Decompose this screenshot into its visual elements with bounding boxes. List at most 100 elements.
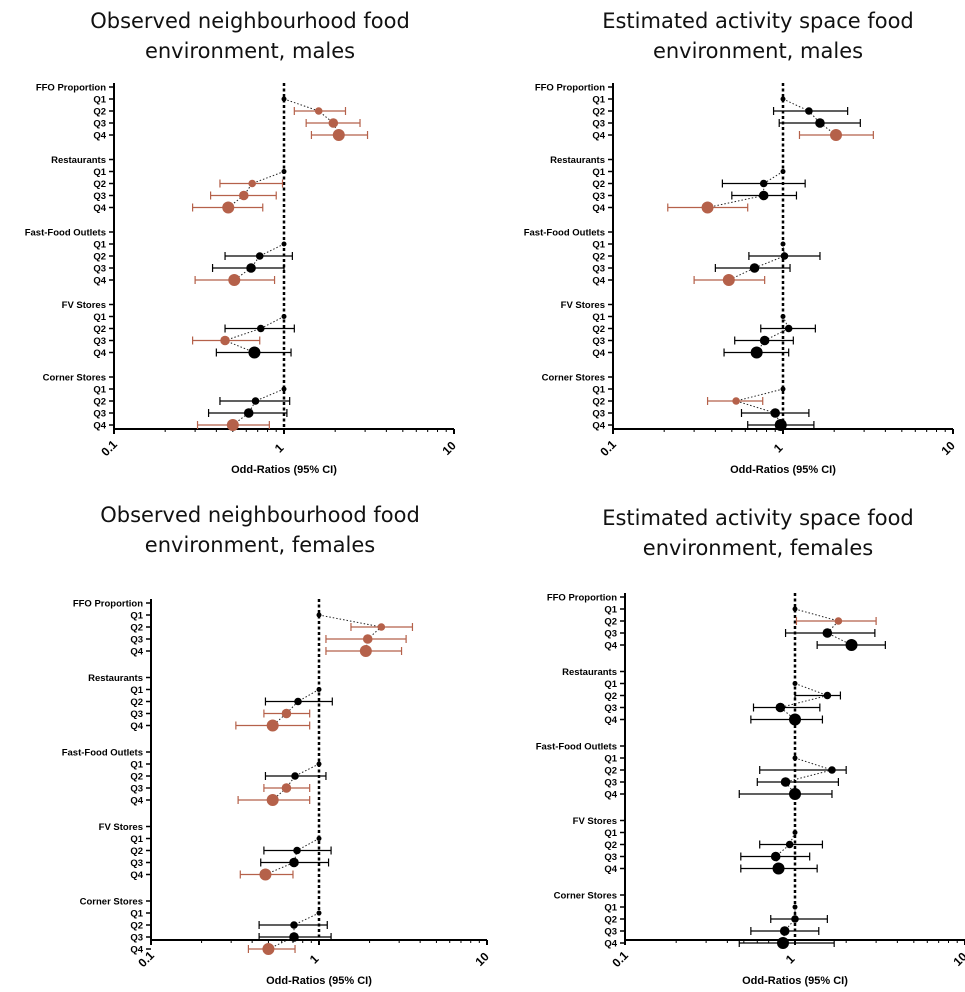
p2-quartile-label: Q4 bbox=[592, 276, 605, 287]
p2-odds-ratio-point bbox=[780, 314, 786, 319]
p4-quartile-label: Q1 bbox=[604, 903, 617, 914]
p1-odds-ratio-point bbox=[255, 252, 264, 260]
p3-quartile-label: Q1 bbox=[130, 834, 143, 845]
p1-connector-line bbox=[233, 243, 285, 281]
p4-odds-ratio-point bbox=[792, 681, 798, 686]
p3-quartile-label: Q2 bbox=[130, 623, 143, 634]
p2-odds-ratio-point bbox=[722, 274, 735, 286]
p3-group-label: Corner Stores bbox=[80, 897, 143, 908]
p2-odds-ratio-point bbox=[805, 107, 813, 115]
p1-odds-ratio-point bbox=[220, 335, 230, 346]
p4-quartile-label: Q3 bbox=[604, 778, 617, 789]
p1-connector-line bbox=[227, 171, 285, 208]
p3-odds-ratio-point bbox=[316, 612, 322, 618]
p4-quartile-label: Q1 bbox=[604, 828, 617, 839]
p2-group-label: Fast-Food Outlets bbox=[524, 228, 605, 239]
p3-connector-line bbox=[272, 689, 320, 726]
p1-quartile-label: Q4 bbox=[93, 203, 106, 214]
p4-x-tick-label-10: 10 bbox=[950, 949, 965, 969]
p3-x-axis-label: Odd-Ratios (95% CI) bbox=[266, 975, 372, 987]
p1-quartile-label: Q1 bbox=[93, 385, 106, 396]
p3-quartile-label: Q3 bbox=[130, 784, 143, 795]
p1-quartile-label: Q3 bbox=[93, 409, 106, 420]
p3-quartile-label: Q4 bbox=[130, 945, 143, 956]
p3-quartile-label: Q1 bbox=[130, 611, 143, 622]
p3-quartile-label: Q3 bbox=[130, 709, 143, 720]
p4-odds-ratio-point bbox=[792, 606, 798, 612]
p2-connector-line bbox=[707, 171, 784, 208]
p3-odds-ratio-point bbox=[294, 697, 302, 706]
p1-quartile-label: Q3 bbox=[93, 264, 106, 275]
p3-quartile-label: Q4 bbox=[130, 647, 143, 658]
p2-quartile-label: Q3 bbox=[592, 264, 605, 275]
p2-connector-line bbox=[734, 388, 784, 426]
p4-odds-ratio-point bbox=[780, 777, 791, 787]
p2-odds-ratio-point bbox=[774, 419, 787, 431]
p1-quartile-label: Q2 bbox=[93, 107, 106, 118]
p2-x-tick-label-0.1: 0.1 bbox=[597, 437, 619, 459]
p4-odds-ratio-point bbox=[772, 862, 785, 875]
p2-quartile-label: Q3 bbox=[592, 191, 605, 202]
p1-odds-ratio-point bbox=[314, 107, 323, 115]
p2-quartile-label: Q1 bbox=[592, 385, 605, 396]
p2-odds-ratio-point bbox=[749, 263, 760, 273]
p1-odds-ratio-point bbox=[281, 314, 287, 319]
p4-quartile-label: Q4 bbox=[604, 864, 617, 875]
p4-odds-ratio-point bbox=[792, 755, 798, 761]
panel-3-title: Observed neighbourhood food environment,… bbox=[50, 500, 470, 560]
p3-odds-ratio-point bbox=[266, 794, 279, 806]
p3-group-label: FV Stores bbox=[99, 822, 143, 833]
p1-quartile-label: Q2 bbox=[93, 179, 106, 190]
p3-x-tick-label-1: 1 bbox=[307, 952, 322, 967]
p4-quartile-label: Q3 bbox=[604, 703, 617, 714]
p1-quartile-label: Q1 bbox=[93, 95, 106, 106]
p2-quartile-label: Q1 bbox=[592, 167, 605, 178]
p3-quartile-label: Q2 bbox=[130, 846, 143, 857]
p2-quartile-label: Q3 bbox=[592, 409, 605, 420]
p4-quartile-label: Q4 bbox=[604, 790, 617, 801]
p4-odds-ratio-point bbox=[791, 915, 799, 923]
p1-quartile-label: Q4 bbox=[93, 276, 106, 287]
p1-group-label: Fast-Food Outlets bbox=[25, 228, 106, 239]
p4-odds-ratio-point bbox=[792, 904, 798, 910]
p1-quartile-label: Q4 bbox=[93, 348, 106, 359]
p2-odds-ratio-point bbox=[780, 386, 786, 392]
p2-odds-ratio-point bbox=[780, 241, 786, 247]
p2-quartile-label: Q1 bbox=[592, 240, 605, 251]
p1-group-label: FFO Proportion bbox=[36, 83, 106, 94]
p3-quartile-label: Q2 bbox=[130, 697, 143, 708]
p1-x-tick-label-0.1: 0.1 bbox=[98, 437, 120, 459]
p4-connector-line bbox=[794, 608, 852, 646]
p1-group-label: FV Stores bbox=[62, 300, 106, 311]
p3-odds-ratio-point bbox=[316, 836, 322, 841]
p1-quartile-label: Q3 bbox=[93, 191, 106, 202]
p3-quartile-label: Q3 bbox=[130, 858, 143, 869]
p3-quartile-label: Q1 bbox=[130, 685, 143, 696]
p3-quartile-label: Q4 bbox=[130, 721, 143, 732]
panel-1-title: Observed neighbourhood food environment,… bbox=[40, 6, 460, 66]
p4-quartile-label: Q2 bbox=[604, 840, 617, 851]
p2-group-label: Corner Stores bbox=[542, 373, 605, 384]
p1-odds-ratio-point bbox=[332, 129, 345, 141]
p2-quartile-label: Q4 bbox=[592, 131, 605, 142]
panel-2-title-line1: Estimated activity space food bbox=[602, 9, 914, 33]
p3-odds-ratio-point bbox=[290, 921, 298, 929]
p3-group-label: Fast-Food Outlets bbox=[62, 748, 143, 759]
p4-quartile-label: Q4 bbox=[604, 715, 617, 726]
p4-connector-line bbox=[775, 832, 796, 869]
p1-odds-ratio-point bbox=[228, 274, 241, 286]
p3-quartile-label: Q1 bbox=[130, 909, 143, 920]
panel-3-title-line2: environment, females bbox=[144, 533, 376, 557]
p1-quartile-label: Q1 bbox=[93, 240, 106, 251]
p4-odds-ratio-point bbox=[834, 617, 843, 625]
panel-3-title-line1: Observed neighbourhood food bbox=[100, 503, 420, 527]
p1-odds-ratio-point bbox=[281, 96, 287, 102]
p1-odds-ratio-point bbox=[238, 190, 249, 201]
p1-odds-ratio-point bbox=[251, 397, 260, 405]
panel-1-title-line1: Observed neighbourhood food bbox=[90, 9, 410, 33]
p1-odds-ratio-point bbox=[248, 179, 256, 188]
p1-odds-ratio-point bbox=[243, 408, 254, 418]
p2-connector-line bbox=[782, 98, 837, 136]
p4-x-tick-label-0.1: 0.1 bbox=[609, 948, 631, 970]
p3-odds-ratio-point bbox=[359, 645, 372, 657]
